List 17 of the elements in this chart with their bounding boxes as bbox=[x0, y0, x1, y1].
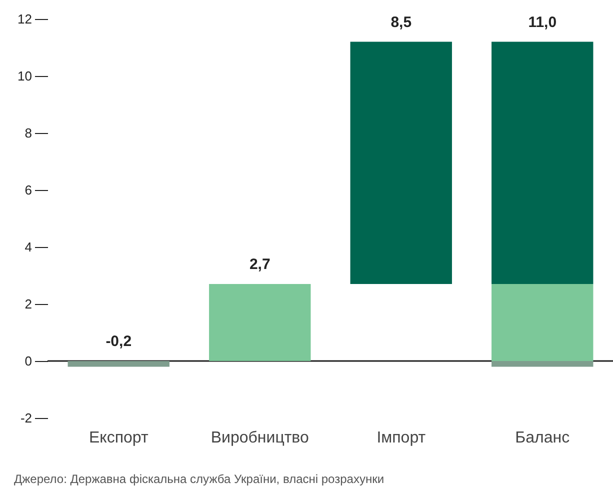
y-tick-label: 12 bbox=[18, 12, 32, 26]
y-tick-label: 6 bbox=[24, 182, 32, 198]
y-tick-label: 2 bbox=[24, 296, 32, 312]
x-tick-label: Виробництво bbox=[210, 430, 309, 446]
x-tick-label: Баланс bbox=[515, 430, 570, 446]
y-tick-label: 10 bbox=[18, 68, 32, 84]
y-tick-label: 4 bbox=[24, 240, 32, 254]
y-tick-label: 8 bbox=[24, 126, 32, 140]
data-label: -0,2 bbox=[106, 333, 132, 350]
y-tick-label: -2 bbox=[20, 410, 32, 426]
x-tick-label: Імпорт bbox=[376, 430, 426, 446]
text: Джерело: Державна фіскальна служба України, власні розрахунки bbox=[14, 472, 384, 486]
total-label: 11,0 bbox=[528, 14, 557, 31]
data-label: 8,5 bbox=[390, 14, 412, 31]
data-label: 2,7 bbox=[249, 256, 270, 274]
x-tick-label: Експорт bbox=[88, 430, 149, 446]
y-tick-label: 0 bbox=[24, 354, 32, 368]
